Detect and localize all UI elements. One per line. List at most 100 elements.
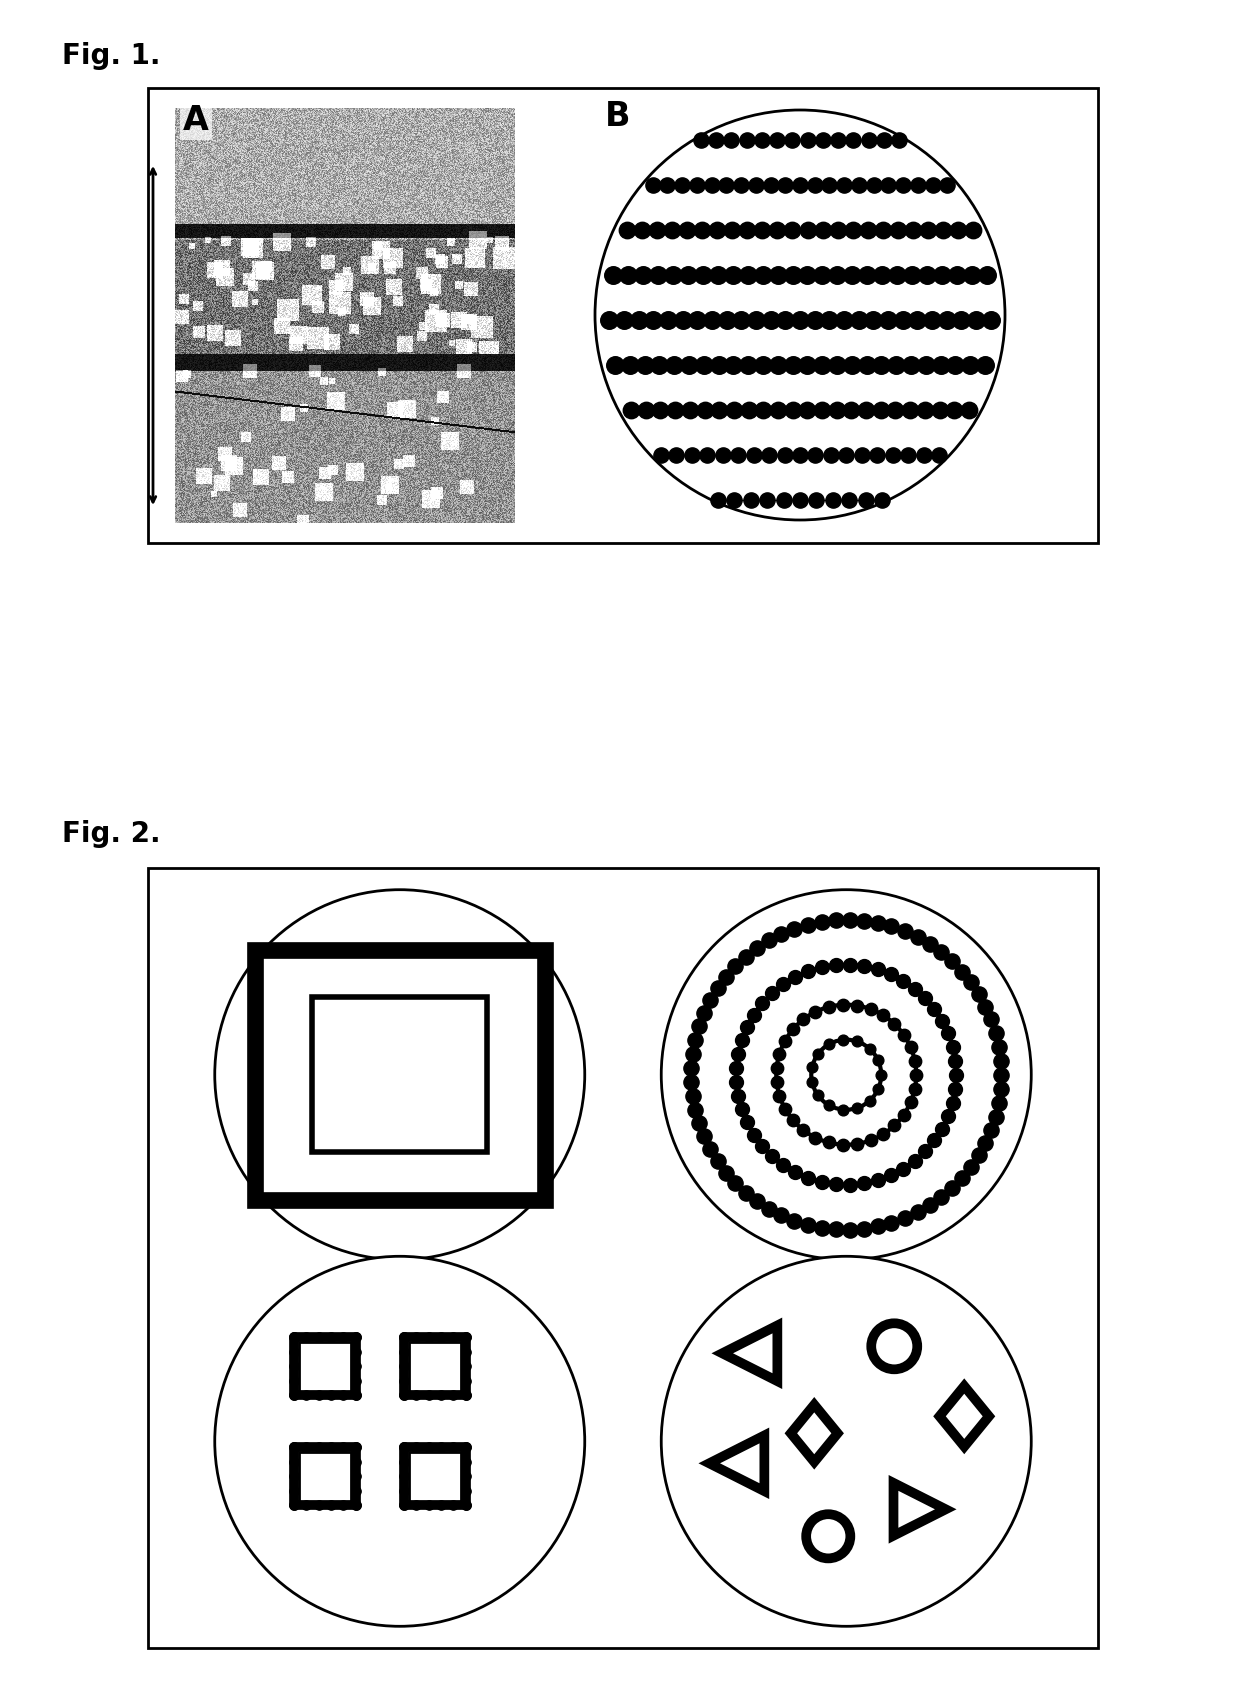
Point (868, 910, 888, 937)
Point (346, 937, 366, 964)
Point (782, 351, 802, 378)
Point (394, 1492, 414, 1520)
Point (632, 261, 652, 288)
Point (759, 1196, 779, 1223)
Bar (299, 1452, 351, 1501)
Point (715, 964, 735, 991)
Point (774, 486, 794, 513)
Polygon shape (722, 1325, 777, 1381)
Point (244, 1067, 264, 1094)
Polygon shape (791, 1404, 838, 1462)
Point (754, 396, 774, 424)
Point (296, 1323, 316, 1350)
Point (759, 442, 779, 469)
Point (934, 217, 954, 244)
Point (658, 307, 678, 334)
Point (419, 1323, 439, 1350)
Circle shape (737, 964, 956, 1184)
Point (960, 351, 980, 378)
Point (715, 1159, 735, 1186)
Point (873, 1120, 893, 1147)
Circle shape (661, 889, 1032, 1260)
Point (284, 1433, 304, 1460)
Point (396, 1186, 415, 1213)
Point (309, 1433, 329, 1460)
Point (813, 127, 833, 154)
Point (739, 396, 759, 424)
Point (618, 261, 637, 288)
Point (677, 217, 697, 244)
Point (284, 1323, 304, 1350)
Point (929, 442, 949, 469)
Point (621, 396, 641, 424)
Point (717, 307, 737, 334)
Point (244, 1028, 264, 1055)
Point (692, 217, 712, 244)
Point (895, 1204, 915, 1232)
Point (808, 1040, 828, 1067)
Point (334, 1323, 353, 1350)
Point (701, 1135, 720, 1162)
Point (284, 1492, 304, 1520)
Point (371, 1186, 391, 1213)
Point (925, 1127, 945, 1154)
Point (432, 1382, 451, 1409)
Point (735, 944, 755, 971)
Point (434, 937, 454, 964)
Point (931, 1184, 951, 1211)
Point (727, 1054, 746, 1081)
Point (744, 442, 764, 469)
Point (820, 307, 839, 334)
Point (843, 217, 863, 244)
Point (407, 1492, 427, 1520)
Point (309, 1323, 329, 1350)
Point (768, 127, 787, 154)
Point (258, 937, 278, 964)
Point (976, 1130, 996, 1157)
Point (797, 396, 817, 424)
Point (394, 1354, 414, 1381)
Point (799, 957, 818, 984)
Point (689, 1013, 709, 1040)
Point (407, 1382, 427, 1409)
Point (828, 217, 848, 244)
Point (835, 307, 854, 334)
Point (802, 1054, 822, 1081)
Point (771, 1201, 791, 1228)
Point (727, 1069, 746, 1096)
Point (823, 486, 843, 513)
Point (732, 1096, 751, 1123)
Point (758, 486, 777, 513)
Point (839, 486, 859, 513)
Point (394, 1382, 414, 1409)
Point (284, 1477, 304, 1504)
Point (746, 1187, 766, 1215)
Point (701, 986, 720, 1013)
Point (394, 1433, 414, 1460)
Point (432, 1492, 451, 1520)
Point (847, 1094, 867, 1121)
Point (394, 1492, 414, 1520)
Point (682, 1054, 702, 1081)
Point (966, 307, 986, 334)
Point (870, 396, 890, 424)
Point (686, 1096, 706, 1123)
Point (631, 217, 651, 244)
Point (766, 1069, 786, 1096)
Point (976, 993, 996, 1020)
Point (827, 396, 847, 424)
Point (321, 1382, 341, 1409)
Point (534, 1067, 554, 1094)
Point (949, 217, 968, 244)
Point (906, 1060, 926, 1088)
Point (371, 937, 391, 964)
Point (812, 351, 832, 378)
Point (284, 1382, 304, 1409)
Point (889, 127, 909, 154)
Point (854, 908, 874, 935)
Point (905, 976, 925, 1003)
Point (905, 1047, 925, 1074)
Point (534, 976, 554, 1003)
Point (961, 969, 981, 996)
Point (407, 1323, 427, 1350)
